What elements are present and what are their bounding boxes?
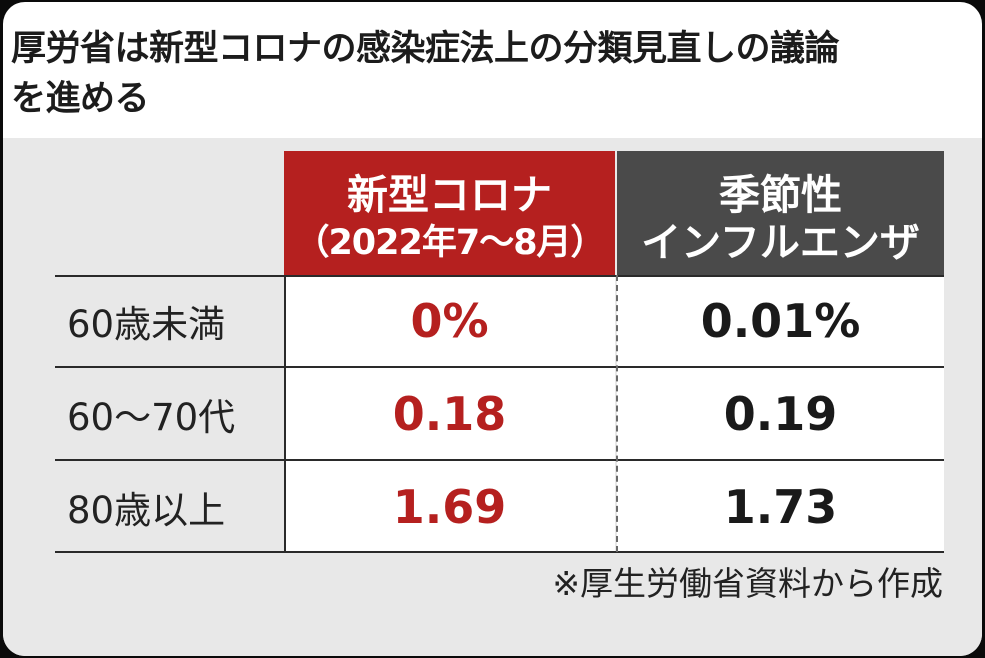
covid-value: 0.18: [284, 368, 615, 459]
row-divider: [55, 551, 944, 553]
covid-value: 1.69: [284, 461, 615, 552]
row-label: 60歳未満: [55, 275, 284, 366]
row-divider: [55, 366, 944, 368]
headline-line-2: を進める: [11, 79, 150, 119]
covid-value: 0%: [284, 275, 615, 366]
column-header-covid-period: （2022年7～8月）: [294, 223, 605, 263]
flu-value: 0.19: [617, 368, 944, 459]
row-divider: [55, 275, 944, 277]
column-header-covid: 新型コロナ （2022年7～8月）: [284, 151, 615, 287]
source-note: ※厚生労働省資料から作成: [552, 564, 943, 603]
row-divider: [55, 459, 944, 461]
headline: 厚労省は新型コロナの感染症法上の分類見直しの議論 を進める: [11, 24, 971, 124]
column-header-flu-title: 季節性: [719, 171, 842, 219]
column-header-covid-title: 新型コロナ: [347, 171, 552, 219]
table-row: 80歳以上 1.69 1.73: [55, 461, 944, 552]
table-body: 60歳未満 0% 0.01% 60～70代 0.18 0.19 80歳以上 1.…: [55, 275, 944, 553]
row-label: 80歳以上: [55, 461, 284, 552]
column-header-flu: 季節性 インフルエンザ: [617, 151, 944, 287]
flu-value: 1.73: [617, 461, 944, 552]
screenshot-frame: 厚労省は新型コロナの感染症法上の分類見直しの議論 を進める 新型コロナ （202…: [3, 2, 982, 656]
headline-line-1: 厚労省は新型コロナの感染症法上の分類見直しの議論: [11, 29, 840, 69]
flu-value: 0.01%: [617, 275, 944, 366]
comparison-table: 新型コロナ （2022年7～8月） 季節性 インフルエンザ 60歳未満 0% 0…: [3, 138, 982, 656]
column-header-flu-subtitle: インフルエンザ: [641, 220, 920, 266]
value-column-divider: [616, 275, 618, 552]
row-label: 60～70代: [55, 368, 284, 459]
label-column-divider: [284, 275, 286, 552]
table-panel: 新型コロナ （2022年7～8月） 季節性 インフルエンザ 60歳未満 0% 0…: [3, 138, 982, 656]
table-row: 60歳未満 0% 0.01%: [55, 275, 944, 366]
table-row: 60～70代 0.18 0.19: [55, 368, 944, 459]
